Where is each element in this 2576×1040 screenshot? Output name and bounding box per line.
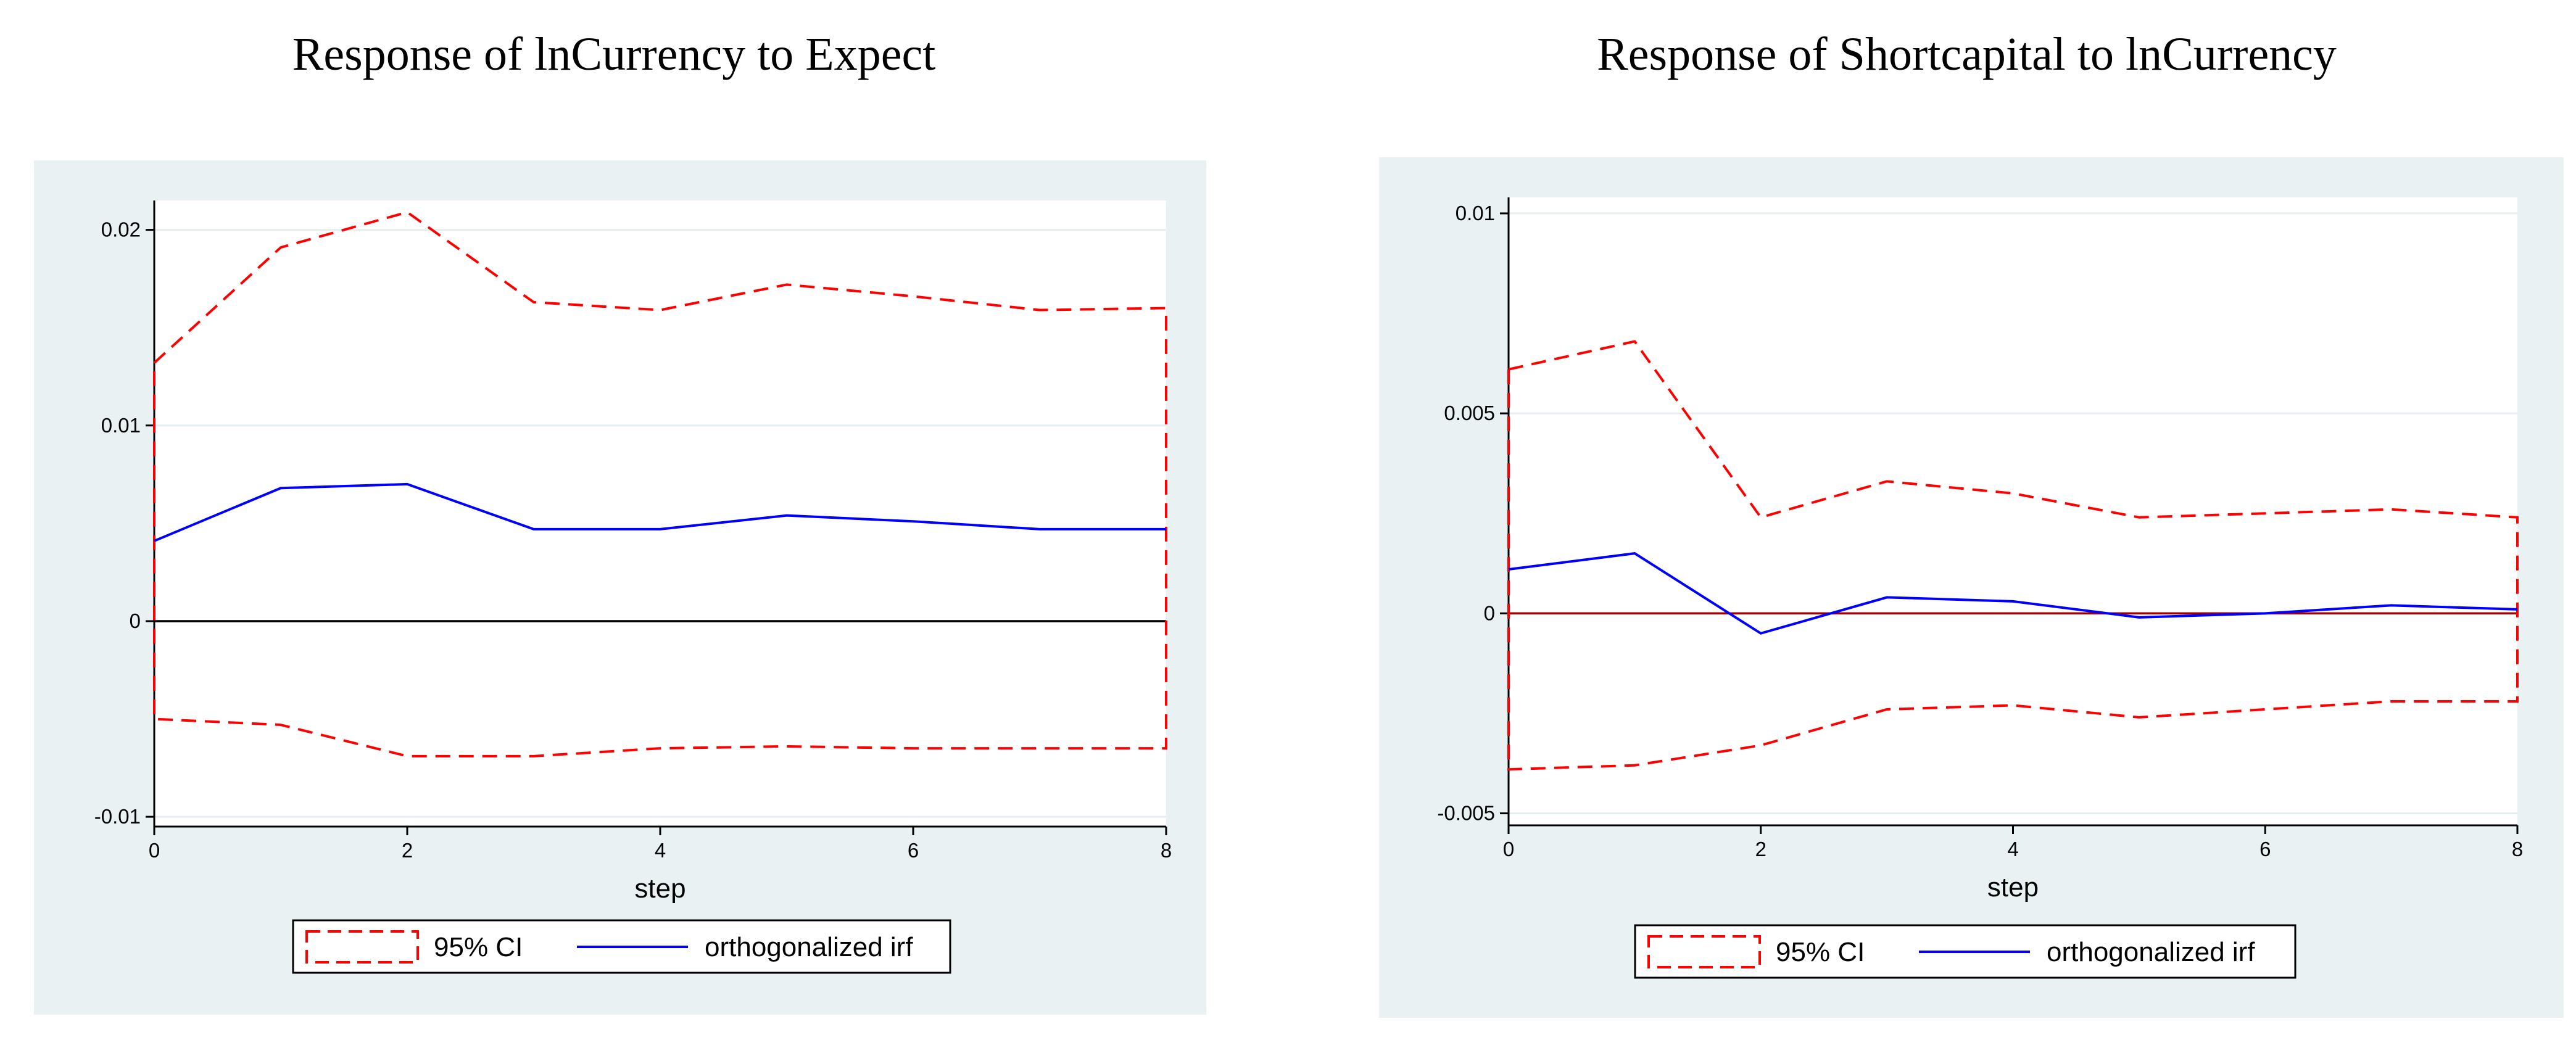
legend: 95% CI orthogonalized irf bbox=[1634, 924, 2296, 979]
x-tick-label: 2 bbox=[1755, 838, 1766, 860]
legend: 95% CI orthogonalized irf bbox=[292, 919, 951, 974]
x-tick-label: 4 bbox=[2007, 838, 2018, 860]
x-tick-label: 0 bbox=[149, 839, 160, 862]
x-tick-label: 2 bbox=[402, 839, 413, 862]
ci-band-outline bbox=[1507, 340, 2519, 771]
y-tick-label: 0 bbox=[1484, 601, 1495, 624]
irf-line bbox=[1508, 552, 2518, 635]
ci-band-outline bbox=[153, 210, 1167, 757]
y-tick-label: 0 bbox=[130, 609, 141, 632]
x-tick-label: 8 bbox=[2512, 838, 2523, 860]
y-tick-label: 0.005 bbox=[1444, 402, 1495, 424]
legend-ci-swatch bbox=[1647, 935, 1761, 968]
chart-title-right: Response of Shortcapital to lnCurrency bbox=[1597, 28, 2337, 80]
legend-ci-swatch bbox=[305, 930, 419, 964]
x-tick-label: 6 bbox=[908, 839, 919, 862]
x-tick-label: 0 bbox=[1503, 838, 1514, 860]
y-tick-label: 0.01 bbox=[101, 414, 141, 437]
legend-irf-label: orthogonalized irf bbox=[2047, 937, 2255, 967]
irf-line bbox=[154, 482, 1166, 542]
chart-right: -0.005 0 0.005 0.01 0 2 4 6 8 step 95% CI orthogona… bbox=[1379, 157, 2564, 1018]
y-tick-label: -0.005 bbox=[1437, 802, 1495, 825]
x-tick-label: 4 bbox=[655, 839, 666, 862]
x-axis-title: step bbox=[634, 873, 685, 904]
x-axis-title: step bbox=[1987, 872, 2039, 902]
plot-area bbox=[1509, 197, 2517, 825]
chart-left: -0.01 0 0.01 0.02 0 2 4 6 8 step 95% CI orthogonali… bbox=[34, 160, 1206, 1015]
y-tick-label: 0.01 bbox=[1456, 202, 1495, 225]
legend-ci-label: 95% CI bbox=[434, 932, 523, 962]
legend-ci-label: 95% CI bbox=[1776, 937, 1865, 967]
plot-area bbox=[154, 200, 1166, 827]
chart-title-left: Response of lnCurrency to Expect bbox=[292, 28, 936, 80]
x-tick-label: 6 bbox=[2259, 838, 2271, 860]
legend-irf-label: orthogonalized irf bbox=[705, 932, 913, 962]
x-tick-label: 8 bbox=[1161, 839, 1172, 862]
y-tick-label: 0.02 bbox=[101, 218, 141, 241]
y-tick-label: -0.01 bbox=[94, 805, 141, 828]
